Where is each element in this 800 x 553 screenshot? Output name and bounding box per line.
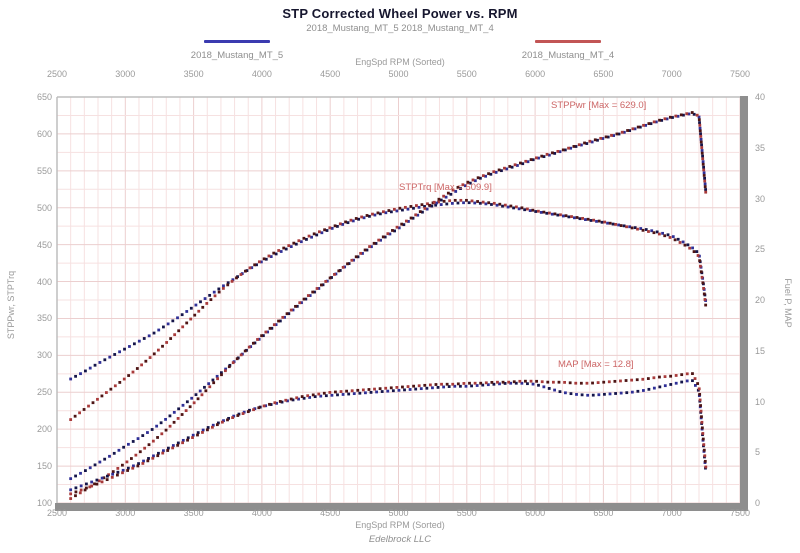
legend-swatch-blue [204,40,270,43]
right-tick-30: 30 [755,193,766,204]
annotation-2: MAP [Max = 12.8] [558,359,634,370]
left-tick-550: 550 [36,165,52,176]
right-tick-35: 35 [755,142,766,153]
x-tick-bottom-4000: 4000 [251,508,272,518]
left-tick-250: 250 [36,387,52,398]
legend-item-mt4: 2018_Mustang_MT_4 [483,40,653,63]
frame-bottom [55,503,748,511]
x-tick-bottom-5000: 5000 [388,508,409,518]
legend-swatch-red [535,40,601,43]
right-tick-0: 0 [755,498,761,508]
left-tick-350: 350 [36,313,52,324]
x-tick-top-4500: 4500 [320,69,341,79]
x-tick-bottom-4500: 4500 [320,508,341,518]
legend-label-mt4: 2018_Mustang_MT_4 [521,50,615,61]
footer-credit: Edelbrock LLC [368,534,432,545]
left-tick-200: 200 [36,424,52,435]
right-tick-25: 25 [755,244,766,255]
left-tick-600: 600 [36,128,52,139]
x-tick-top-3500: 3500 [183,69,204,79]
x-axis-title-bottom: EngSpd RPM (Sorted) [355,520,445,530]
right-axis-title: Fuel P, MAP [783,278,793,328]
x-tick-top-2500: 2500 [46,69,68,79]
x-tick-bottom-5500: 5500 [456,508,477,518]
series-map-2018-mustang-mt-4 [69,372,708,496]
right-tick-5: 5 [755,447,761,458]
left-axis-title: STPPwr, STPTrq [6,270,16,340]
x-tick-top-7000: 7000 [661,69,682,79]
x-tick-top-4000: 4000 [251,69,272,79]
left-tick-400: 400 [36,276,52,287]
annotation-0: STPPwr [Max = 629.0] [551,100,647,111]
right-tick-20: 20 [755,295,766,305]
series-stptrq-2018-mustang-mt-4 [69,198,708,421]
left-tick-100: 100 [36,498,52,508]
x-tick-bottom-2500: 2500 [46,508,68,518]
x-axis-title-top: EngSpd RPM (Sorted) [355,57,445,67]
chart-subtitle: 2018_Mustang_MT_5 2018_Mustang_MT_4 [306,23,494,34]
right-tick-10: 10 [755,396,766,407]
annotation-1: STPTrq [Max = 509.9] [399,182,492,193]
x-tick-bottom-6500: 6500 [593,508,614,518]
series-stppwr-2018-mustang-mt-4 [69,111,708,500]
chart-title: STP Corrected Wheel Power vs. RPM [282,6,518,21]
left-tick-450: 450 [36,239,52,250]
x-tick-bottom-3500: 3500 [183,508,204,518]
right-tick-15: 15 [755,345,766,356]
left-tick-150: 150 [36,461,52,472]
x-tick-top-6000: 6000 [525,69,546,79]
x-tick-top-5500: 5500 [456,69,477,79]
x-tick-bottom-3000: 3000 [115,508,136,518]
x-tick-bottom-6000: 6000 [525,508,546,518]
x-tick-bottom-7000: 7000 [661,508,682,518]
x-tick-top-3000: 3000 [115,69,136,79]
left-tick-500: 500 [36,202,52,213]
left-tick-650: 650 [36,92,52,102]
x-tick-top-5000: 5000 [388,69,409,79]
x-tick-bottom-7500: 7500 [729,508,751,518]
right-tick-40: 40 [755,92,766,102]
left-tick-300: 300 [36,350,52,361]
legend-label-mt5: 2018_Mustang_MT_5 [190,50,284,61]
series-stppwr-2018-mustang-mt-5 [69,112,708,481]
frame-right [740,96,748,511]
x-tick-top-6500: 6500 [593,69,614,79]
legend-item-mt5: 2018_Mustang_MT_5 [152,40,322,63]
x-tick-top-7500: 7500 [729,69,751,79]
